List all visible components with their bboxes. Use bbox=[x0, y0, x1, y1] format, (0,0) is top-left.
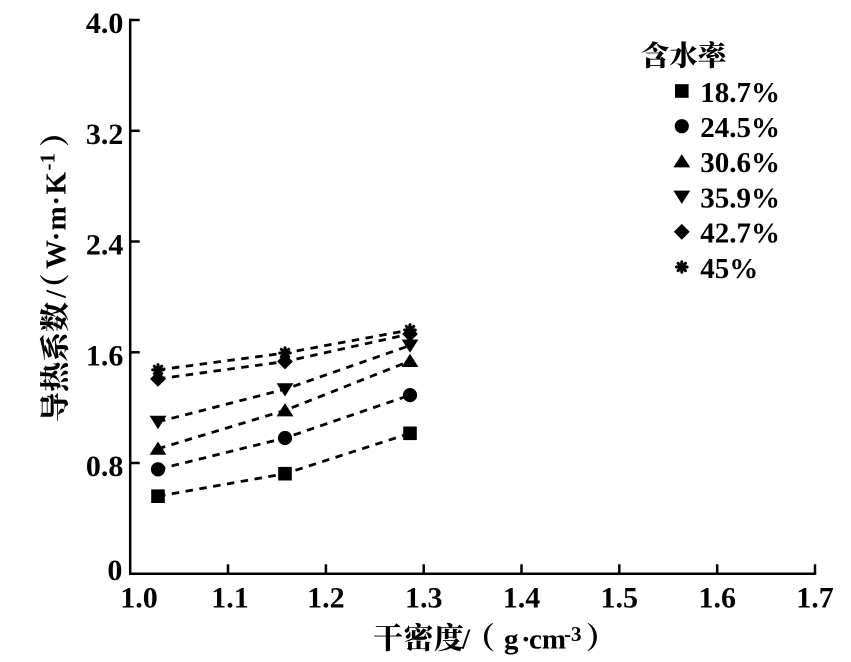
svg-text:1.0: 1.0 bbox=[120, 581, 158, 614]
svg-text:g: g bbox=[504, 624, 519, 656]
svg-text:24.5%: 24.5% bbox=[700, 112, 780, 144]
svg-text:1.3: 1.3 bbox=[405, 581, 443, 614]
svg-text:4.0: 4.0 bbox=[86, 7, 124, 40]
svg-text:/: / bbox=[461, 624, 471, 656]
svg-text:2.4: 2.4 bbox=[86, 229, 124, 262]
svg-text:1.1: 1.1 bbox=[211, 581, 249, 614]
svg-text:-3: -3 bbox=[564, 622, 582, 646]
svg-text:42.7%: 42.7% bbox=[700, 218, 780, 250]
svg-text:K: K bbox=[41, 172, 73, 195]
svg-text:1.6: 1.6 bbox=[86, 340, 124, 373]
svg-text:W: W bbox=[41, 240, 73, 269]
svg-text:1.5: 1.5 bbox=[601, 581, 639, 614]
svg-text:-1: -1 bbox=[36, 153, 60, 171]
svg-text:0: 0 bbox=[107, 554, 122, 587]
svg-text:/: / bbox=[41, 289, 73, 299]
svg-text:45%: 45% bbox=[700, 253, 758, 285]
svg-text:m: m bbox=[41, 206, 73, 230]
svg-text:30.6%: 30.6% bbox=[700, 147, 780, 179]
svg-text:·: · bbox=[521, 624, 531, 656]
svg-text:1.6: 1.6 bbox=[698, 581, 736, 614]
svg-text:1.7: 1.7 bbox=[796, 581, 834, 614]
svg-text:1.2: 1.2 bbox=[307, 581, 345, 614]
svg-text:3.2: 3.2 bbox=[86, 118, 124, 151]
svg-text:·: · bbox=[41, 196, 73, 206]
svg-text:1.4: 1.4 bbox=[503, 581, 541, 614]
svg-text:·: · bbox=[41, 232, 73, 242]
svg-text:35.9%: 35.9% bbox=[700, 182, 780, 214]
svg-text:0.8: 0.8 bbox=[86, 450, 124, 483]
svg-text:18.7%: 18.7% bbox=[700, 77, 780, 109]
svg-text:cm: cm bbox=[529, 624, 566, 656]
